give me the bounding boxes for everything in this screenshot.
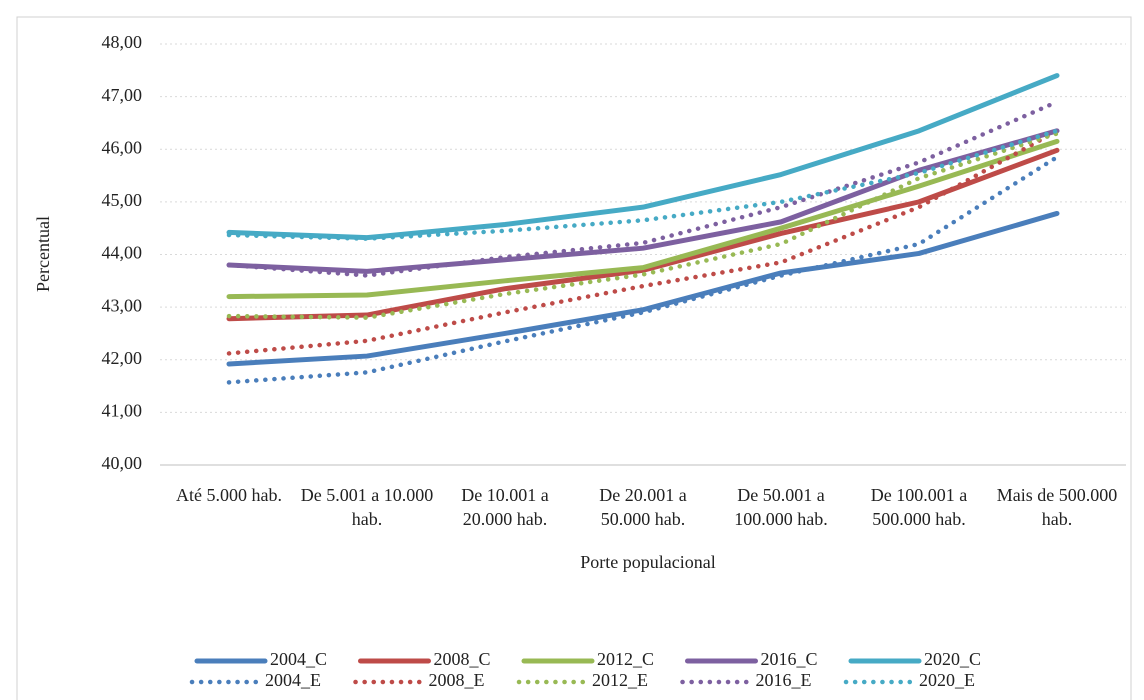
series-line (226, 128, 1060, 274)
x-tick-label: De 5.001 a 10.000 hab. (300, 485, 434, 529)
y-tick-label: 40,00 (102, 453, 143, 473)
y-tick-label: 44,00 (102, 243, 143, 263)
y-tick-label: 47,00 (102, 85, 143, 105)
chart-frame (16, 16, 1132, 700)
y-tick-label: 45,00 (102, 190, 143, 210)
legend-label: 2020_E (919, 670, 975, 690)
legend-label: 2004_E (265, 670, 321, 690)
series-line (226, 99, 1060, 278)
y-tick-label: 41,00 (102, 401, 143, 421)
y-tick-label: 46,00 (102, 137, 143, 157)
x-tick-label: Mais de 500.000 hab. (996, 485, 1118, 529)
legend-label: 2008_E (429, 670, 485, 690)
legend-label: 2020_C (924, 649, 981, 669)
legend-label: 2008_C (434, 649, 491, 669)
x-axis-title: Porte populacional (580, 552, 715, 572)
x-tick-label: De 20.001 a 50.000 hab. (599, 485, 687, 529)
legend-label: 2004_C (270, 649, 327, 669)
series-line (226, 128, 1060, 356)
series-line (226, 147, 1060, 322)
legend-label: 2016_E (756, 670, 812, 690)
series-line (226, 210, 1060, 367)
x-tick-label: De 10.001 a 20.000 hab. (461, 485, 549, 529)
y-tick-label: 43,00 (102, 295, 143, 315)
legend-label: 2016_C (761, 649, 818, 669)
x-tick-label: De 100.001 a 500.000 hab. (870, 485, 968, 529)
series-line (226, 128, 1060, 241)
legend-label: 2012_C (597, 649, 654, 669)
series-line (226, 154, 1060, 385)
x-tick-label: De 50.001 a 100.000 hab. (734, 485, 828, 529)
y-axis-title: Percentual (33, 216, 53, 292)
y-tick-label: 42,00 (102, 348, 143, 368)
x-tick-label: Até 5.000 hab. (176, 485, 282, 505)
series-line (226, 131, 1060, 320)
series-line (226, 138, 1060, 300)
y-tick-label: 48,00 (102, 32, 143, 52)
legend-label: 2012_E (592, 670, 648, 690)
